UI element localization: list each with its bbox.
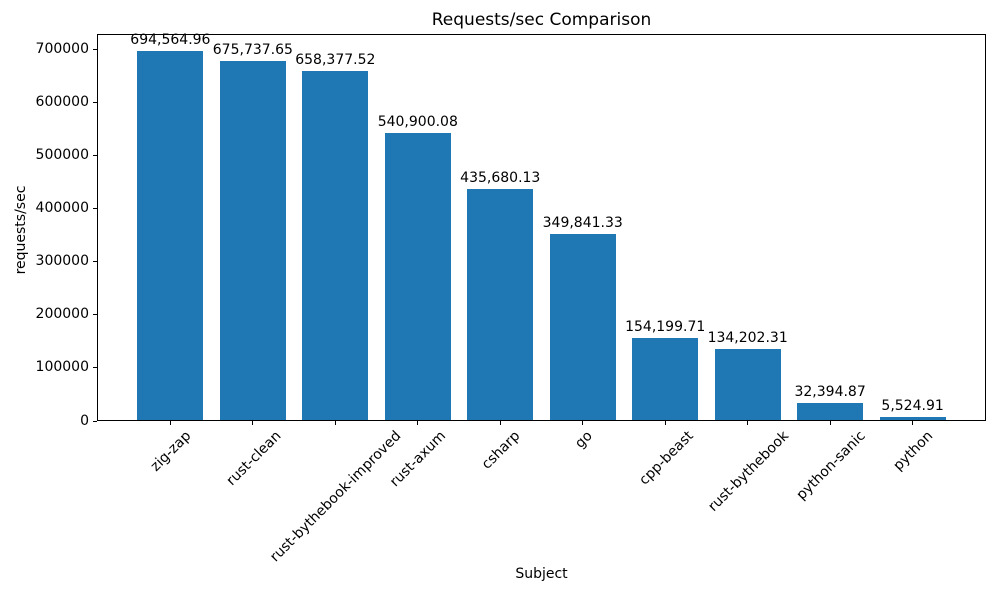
bar [632, 338, 699, 420]
x-tick-mark [252, 421, 254, 425]
bar-value-label: 134,202.31 [707, 329, 788, 346]
x-tick-mark [169, 421, 171, 425]
y-tick-mark [93, 261, 97, 263]
bar-value-label: 675,737.65 [212, 42, 293, 59]
x-tick-label: rust-bythebook [704, 428, 792, 515]
x-tick-label: rust-bythebook-improved [267, 428, 405, 566]
bar-value-label: 694,564.96 [130, 32, 211, 49]
y-tick-label: 100000 [35, 359, 89, 376]
y-tick-label: 600000 [35, 94, 89, 111]
x-tick-mark [829, 421, 831, 425]
bar-value-label: 154,199.71 [625, 319, 706, 336]
y-tick-label: 700000 [35, 41, 89, 58]
bar [714, 348, 781, 420]
bar [302, 70, 369, 420]
x-tick-label: cpp-beast [635, 428, 697, 489]
x-tick-mark [499, 421, 501, 425]
bar [219, 61, 286, 420]
y-tick-label: 200000 [35, 306, 89, 323]
y-tick-label: 500000 [35, 147, 89, 164]
y-tick-mark [93, 49, 97, 51]
x-tick-label: rust-clean [223, 428, 285, 489]
bar [797, 402, 864, 420]
x-tick-label: zig-zap [147, 428, 195, 475]
x-tick-mark [334, 421, 336, 425]
y-tick-mark [93, 102, 97, 104]
chart-title: Requests/sec Comparison [431, 10, 652, 30]
bar-value-label: 658,377.52 [295, 51, 376, 68]
bar-value-label: 435,680.13 [460, 169, 541, 186]
y-tick-mark [93, 420, 97, 422]
x-tick-label: csharp [478, 428, 524, 473]
x-axis-label: Subject [515, 566, 568, 582]
y-tick-mark [93, 155, 97, 157]
x-tick-mark [912, 421, 914, 425]
x-tick-label: python-sanic [793, 428, 869, 504]
x-tick-mark [582, 421, 584, 425]
x-tick-label: python [890, 428, 937, 474]
bar [137, 51, 204, 420]
bar [879, 417, 946, 420]
y-tick-label: 0 [80, 412, 89, 429]
plot-area: 694,564.96 675,737.65 658,377.52 540,900.08… [97, 32, 986, 421]
bar-value-label: 349,841.33 [542, 215, 623, 232]
bar-value-label: 32,394.87 [794, 383, 866, 400]
bar [549, 234, 616, 420]
x-tick-label: go [571, 428, 596, 452]
y-tick-mark [93, 208, 97, 210]
bar-value-label: 5,524.91 [881, 398, 944, 415]
bar-value-label: 540,900.08 [377, 113, 458, 130]
x-tick-mark [747, 421, 749, 425]
x-tick-mark [417, 421, 419, 425]
y-tick-label: 300000 [35, 253, 89, 270]
y-tick-label: 400000 [35, 200, 89, 217]
y-tick-mark [93, 314, 97, 316]
bar [467, 188, 534, 420]
y-tick-mark [93, 367, 97, 369]
bar [384, 132, 451, 420]
x-tick-mark [664, 421, 666, 425]
